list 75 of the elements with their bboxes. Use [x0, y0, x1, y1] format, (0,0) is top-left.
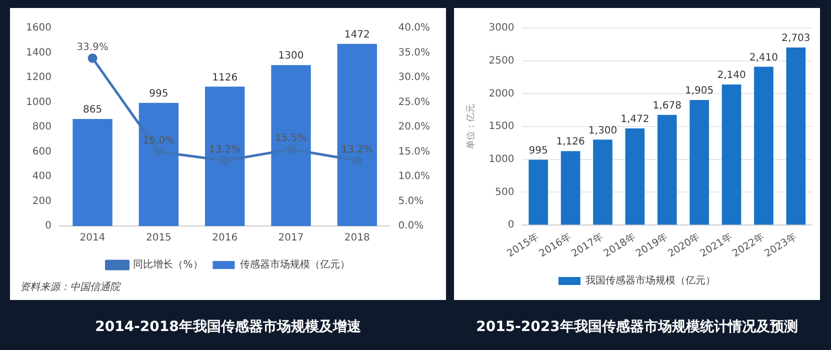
data-label: 15.5% — [275, 132, 307, 144]
point — [220, 156, 230, 166]
y-tick-label: 2500 — [488, 55, 514, 66]
y-tick-label: 0 — [508, 220, 514, 231]
data-label: 2,140 — [717, 70, 746, 82]
data-label: 995 — [528, 145, 548, 156]
point — [286, 144, 296, 154]
y2-tick-label: 40.0% — [398, 22, 430, 34]
data-label: 1,678 — [652, 100, 682, 112]
y-tick-label: 1000 — [488, 154, 514, 165]
legend-label: 同比增长（%） — [133, 258, 203, 271]
y-tick-label: 500 — [495, 186, 514, 198]
data-label: 865 — [82, 104, 102, 116]
y-tick-label: 400 — [32, 171, 52, 182]
bar — [337, 44, 377, 226]
data-label: 1,905 — [685, 86, 714, 97]
y2-tick-label: 30.0% — [398, 72, 430, 84]
bar — [204, 86, 245, 226]
data-label: 33.9% — [76, 42, 108, 53]
text: 2015-2023年我国传感器市场规模统计情况及预测 — [475, 318, 799, 336]
y-tick-label: 3000 — [488, 22, 514, 34]
data-label: 1126 — [212, 72, 238, 84]
y-tick-label: 1200 — [26, 72, 52, 84]
bar — [271, 65, 311, 226]
x-tick-label: 2018 — [344, 232, 370, 244]
y2-tick-label: 25.0% — [398, 96, 430, 108]
y-tick-label: 200 — [32, 196, 52, 207]
data-label: 1,300 — [588, 125, 618, 136]
y-tick-label: 0 — [45, 220, 52, 232]
point — [352, 156, 362, 166]
data-label: 13.2% — [341, 144, 374, 156]
text: 2014-2018年我国传感器市场规模及增速 — [94, 318, 362, 336]
legend-label: 我国传感器市场规模（亿元） — [586, 274, 716, 287]
bar — [528, 160, 548, 225]
bar — [625, 128, 645, 225]
y-tick-label: 600 — [32, 146, 52, 158]
y-tick-label: 1000 — [26, 96, 52, 108]
data-label: 1,126 — [556, 136, 585, 148]
bar — [72, 118, 112, 226]
y2-tick-label: 20.0% — [398, 122, 430, 133]
data-label: 1472 — [344, 29, 370, 40]
x-tick-label: 2015 — [146, 232, 172, 244]
x-tick-label: 2014 — [80, 232, 106, 244]
data-label: 2,410 — [749, 52, 778, 64]
y2-tick-label: 15.0% — [398, 146, 430, 158]
bar — [657, 114, 677, 225]
y2-tick-label: 35.0% — [398, 47, 430, 58]
bar — [593, 140, 612, 225]
y-tick-label: 800 — [32, 122, 52, 133]
bar — [722, 84, 742, 225]
bar — [138, 102, 179, 226]
x-tick-label: 2016 — [212, 232, 238, 244]
y-tick-label: 1400 — [26, 47, 52, 58]
bar — [690, 100, 709, 225]
legend-label: 传感器市场规模（亿元） — [240, 258, 350, 271]
bar — [560, 151, 580, 225]
y-axis-title: 单位：亿元 — [466, 104, 477, 150]
y-tick-label: 2000 — [488, 88, 514, 100]
y2-tick-label: 5.0% — [398, 196, 424, 207]
bar — [786, 48, 806, 225]
x-tick-label: 2017 — [278, 232, 304, 244]
data-label: 1,472 — [620, 114, 650, 125]
data-label: 2,703 — [782, 33, 810, 44]
data-label: 1300 — [278, 50, 304, 62]
y-tick-label: 1600 — [26, 22, 52, 34]
text: 资料来源：中国信通院 — [19, 280, 122, 294]
y2-tick-label: 0.0% — [398, 220, 424, 232]
bar — [754, 66, 774, 225]
data-label: 13.2% — [208, 144, 241, 156]
y-tick-label: 1500 — [488, 121, 514, 132]
point — [88, 53, 98, 63]
data-label: 15.0% — [142, 135, 175, 146]
data-label: 995 — [149, 88, 168, 100]
point — [154, 147, 164, 156]
y2-tick-label: 10.0% — [398, 171, 430, 182]
